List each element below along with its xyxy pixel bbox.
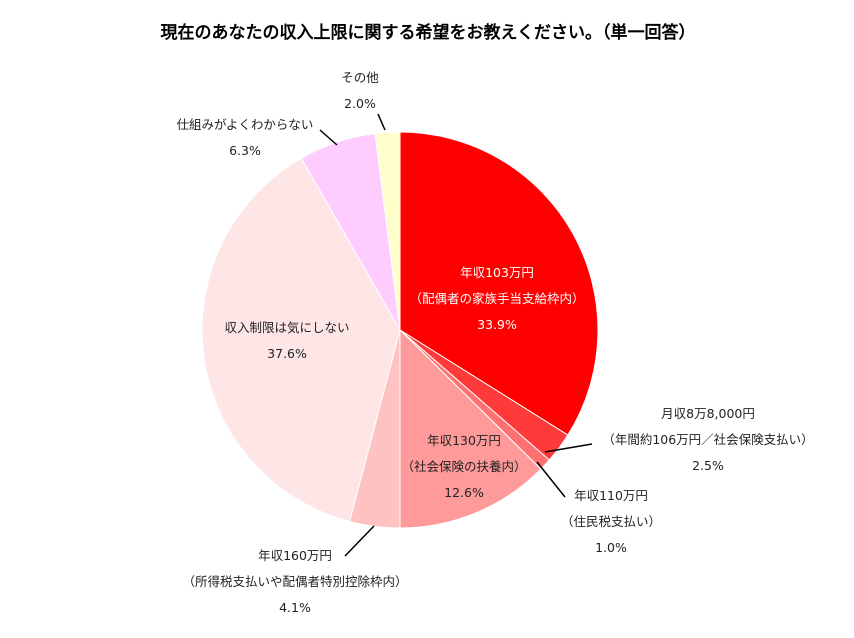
- slice-category-label-4: 年収160万円: [258, 548, 332, 563]
- slice-category-label-1: 月収8万8,000円: [661, 406, 755, 421]
- leader-line-7: [377, 113, 386, 131]
- slice-category-label-4: （所得税支払いや配偶者特別控除枠内）: [182, 574, 407, 589]
- slice-category-label-2: 年収110万円: [574, 488, 648, 503]
- slice-value-label-3: 12.6%: [444, 485, 484, 500]
- leader-line-6: [319, 129, 338, 146]
- slice-value-label-2: 1.0%: [595, 540, 627, 555]
- pie-slice-3: [399, 328, 542, 529]
- pie-slice-5: [201, 157, 401, 523]
- slice-value-label-4: 4.1%: [279, 600, 311, 615]
- slice-value-label-7: 2.0%: [344, 96, 376, 111]
- slice-category-label-7: その他: [341, 70, 379, 85]
- slice-category-label-0: 年収103万円: [460, 265, 534, 280]
- slice-value-label-0: 33.9%: [477, 317, 517, 332]
- pie-slice-7: [374, 131, 401, 331]
- slice-category-label-3: 年収130万円: [427, 433, 501, 448]
- slice-category-label-5: 収入制限は気にしない: [224, 320, 349, 335]
- slice-value-label-1: 2.5%: [692, 458, 724, 473]
- pie-slice-0: [399, 131, 599, 436]
- leader-line-2: [536, 461, 566, 498]
- slice-category-label-2: （住民税支払い）: [561, 514, 661, 529]
- leader-line-4: [344, 525, 375, 557]
- chart-title: 現在のあなたの収入上限に関する希望をお教えください。（単一回答）: [161, 22, 696, 43]
- slice-value-label-6: 6.3%: [229, 143, 261, 158]
- slice-category-label-1: （年間約106万円／社会保険支払い）: [602, 432, 813, 447]
- slice-value-label-5: 37.6%: [267, 346, 307, 361]
- slice-category-label-0: （配偶者の家族手当支給枠内）: [409, 291, 584, 306]
- slice-category-label-6: 仕組みがよくわからない: [177, 117, 314, 132]
- slice-category-label-3: （社会保険の扶養内）: [401, 459, 526, 474]
- leader-line-1: [544, 443, 593, 453]
